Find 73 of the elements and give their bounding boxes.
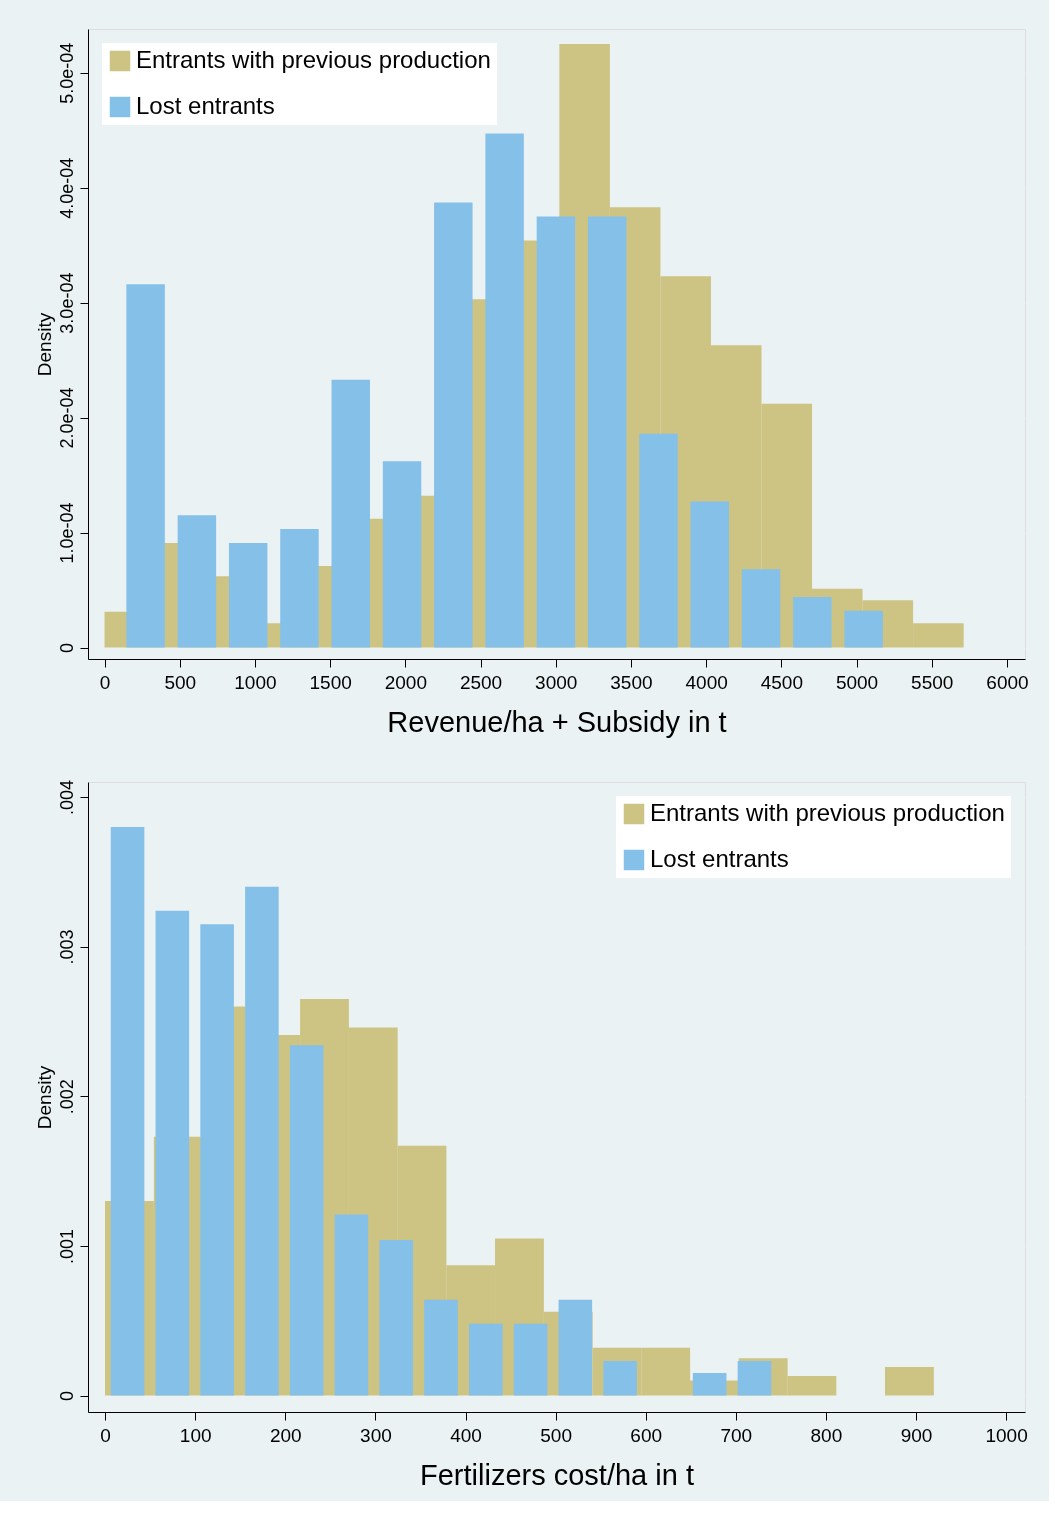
- y-tick-label: 0: [56, 643, 77, 654]
- x-tick-label: 300: [360, 1424, 392, 1446]
- y-tick-label: 4.0e-04: [56, 157, 77, 219]
- y-axis-title: Density: [33, 312, 55, 377]
- bar: [884, 1367, 934, 1396]
- bar: [245, 886, 279, 1396]
- y-tick-label: .004: [56, 779, 77, 815]
- bar: [110, 826, 145, 1396]
- x-tick-label: 4500: [760, 671, 803, 693]
- y-tick-label: 2.0e-04: [56, 387, 77, 449]
- bar: [331, 379, 370, 648]
- y-tick-label: .002: [56, 1079, 77, 1115]
- bar: [603, 1361, 637, 1396]
- x-tick-label: 600: [630, 1424, 663, 1446]
- bar: [587, 216, 627, 648]
- legend-label: Lost entrants: [650, 845, 789, 872]
- x-tick-label: 2000: [384, 671, 427, 693]
- legend-label: Entrants with previous production: [650, 799, 1005, 826]
- bar: [690, 501, 729, 648]
- x-tick-label: 6000: [986, 671, 1029, 693]
- bar: [536, 216, 576, 648]
- y-tick-label: .003: [56, 929, 77, 965]
- x-tick-label: 400: [450, 1424, 482, 1446]
- y-tick-label: 1.0e-04: [56, 502, 77, 564]
- x-tick-label: 0: [99, 671, 111, 693]
- x-tick-label: 1000: [234, 671, 277, 693]
- bar: [558, 1299, 593, 1396]
- bar: [737, 1361, 772, 1396]
- bar: [200, 924, 234, 1396]
- y-axis-title: Density: [33, 1065, 55, 1130]
- x-tick-label: 900: [900, 1424, 933, 1446]
- x-tick-label: 0: [100, 1424, 111, 1446]
- x-tick-label: 200: [269, 1424, 302, 1446]
- y-tick-label: 0: [56, 1391, 77, 1402]
- bar: [424, 1299, 458, 1396]
- bar: [228, 542, 268, 648]
- bar: [468, 1323, 503, 1396]
- x-tick-label: 5500: [911, 671, 954, 693]
- x-tick-label: 500: [540, 1424, 572, 1446]
- bar: [434, 202, 473, 648]
- bar: [280, 529, 319, 648]
- y-tick-label: 3.0e-04: [56, 272, 77, 334]
- legend-label: Entrants with previous production: [136, 46, 491, 73]
- bar: [485, 133, 524, 648]
- bar: [513, 1323, 548, 1396]
- bar: [379, 1239, 414, 1396]
- bar: [289, 1045, 324, 1396]
- x-axis-title: Fertilizers cost/ha in t: [420, 1458, 694, 1491]
- bar: [639, 433, 678, 648]
- x-tick-label: 800: [810, 1424, 843, 1446]
- legend-label: Lost entrants: [136, 92, 275, 119]
- x-tick-label: 1500: [309, 671, 352, 693]
- y-tick-label: .001: [56, 1228, 77, 1264]
- x-tick-label: 3000: [535, 671, 578, 693]
- x-axis-title: Revenue/ha + Subsidy in t: [387, 705, 727, 738]
- bar: [741, 569, 781, 648]
- bar: [155, 910, 190, 1396]
- bar: [382, 461, 422, 648]
- x-tick-label: 2500: [459, 671, 503, 693]
- x-tick-label: 100: [179, 1424, 212, 1446]
- x-tick-label: 5000: [835, 671, 879, 693]
- bar: [126, 284, 165, 648]
- x-tick-label: 4000: [685, 671, 728, 693]
- bar: [793, 596, 832, 648]
- x-tick-label: 500: [164, 671, 197, 693]
- bar: [334, 1214, 369, 1396]
- y-tick-label: 5.0e-04: [56, 42, 77, 104]
- bar: [844, 610, 883, 648]
- bar: [692, 1373, 727, 1396]
- x-tick-label: 1000: [985, 1424, 1028, 1446]
- bar: [177, 515, 217, 648]
- x-tick-label: 3500: [610, 671, 653, 693]
- x-tick-label: 700: [720, 1424, 753, 1446]
